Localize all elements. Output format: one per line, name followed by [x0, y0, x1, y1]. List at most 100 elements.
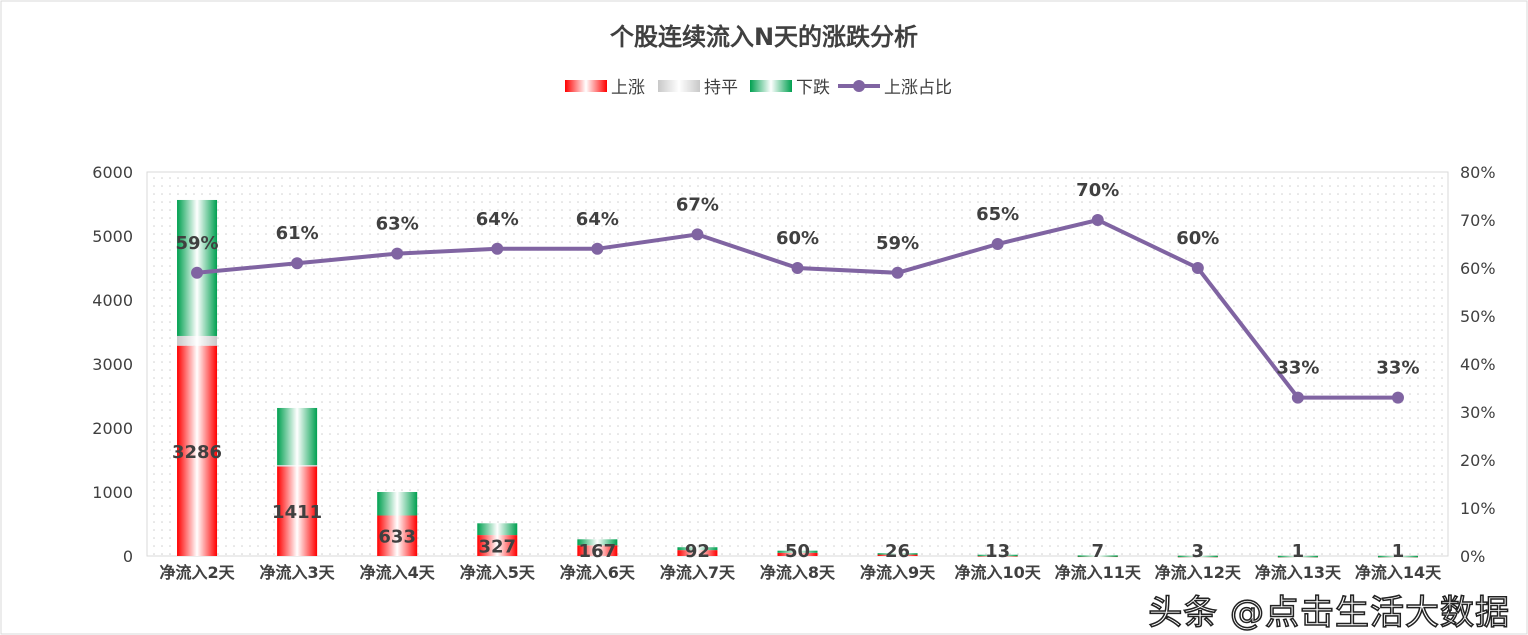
legend-swatch-bar-up — [565, 80, 607, 92]
bar-up-data-label: 1 — [1392, 541, 1405, 562]
bar-up-data-label: 50 — [785, 541, 810, 562]
line-data-label: 61% — [276, 223, 319, 244]
y-tick-label: 3000 — [92, 355, 133, 374]
line-data-label: 33% — [1276, 358, 1319, 379]
bar-up — [277, 465, 318, 556]
legend-label: 上涨占比 — [884, 78, 952, 98]
legend-label: 持平 — [704, 78, 738, 98]
y2-tick-label: 80% — [1460, 163, 1496, 182]
x-tick-label: 净流入9天 — [860, 563, 936, 582]
line-point — [791, 262, 804, 274]
x-tick-label: 净流入13天 — [1255, 563, 1342, 582]
line-data-label: 70% — [1076, 180, 1119, 201]
x-tick-label: 净流入14天 — [1355, 563, 1442, 582]
bar-up — [177, 345, 218, 556]
line-point — [1091, 214, 1104, 226]
bar-up-data-label: 13 — [985, 541, 1010, 562]
watermark: 头条 @点击生活大数据 — [1147, 593, 1510, 633]
legend-swatch-bar-down — [750, 80, 792, 92]
bar-up-data-label: 3286 — [172, 442, 222, 463]
bar-up-data-label: 7 — [1091, 541, 1104, 562]
y2-tick-label: 20% — [1460, 451, 1496, 470]
line-data-label: 67% — [676, 194, 719, 215]
legend-swatch-marker — [853, 80, 865, 92]
y-tick-label: 5000 — [92, 227, 133, 246]
bar-up — [477, 535, 518, 556]
line-data-label: 65% — [976, 204, 1019, 225]
line-point — [191, 266, 204, 279]
line-point — [1291, 391, 1304, 404]
line-data-label: 63% — [376, 214, 419, 235]
y2-tick-label: 70% — [1460, 211, 1496, 230]
legend-label: 上涨 — [611, 78, 645, 98]
line-data-label: 33% — [1376, 358, 1419, 379]
y2-tick-label: 10% — [1460, 499, 1496, 518]
line-data-label: 59% — [876, 233, 919, 254]
legend-label: 下跌 — [796, 78, 830, 98]
line-point — [691, 228, 704, 241]
x-tick-label: 净流入6天 — [560, 563, 636, 582]
bar-up — [577, 545, 618, 556]
line-point — [1191, 262, 1204, 274]
bar-up-data-label: 633 — [378, 527, 416, 548]
bar-up-data-label: 1411 — [272, 502, 322, 523]
bar-up-data-label: 3 — [1192, 541, 1205, 562]
bar-down — [877, 553, 918, 555]
x-tick-label: 净流入12天 — [1155, 563, 1242, 582]
bar-down — [677, 547, 718, 551]
bar-up — [877, 554, 918, 556]
line-point — [391, 247, 404, 260]
bar-down — [777, 550, 818, 553]
line-point — [1391, 391, 1404, 404]
y-tick-label: 6000 — [92, 163, 133, 182]
line-data-label: 60% — [1176, 228, 1219, 249]
bar-up-data-label: 167 — [579, 541, 617, 562]
line-data-label: 64% — [576, 209, 619, 230]
y-tick-label: 2000 — [92, 419, 133, 438]
bar-down — [1077, 555, 1118, 557]
bar-up — [377, 515, 418, 556]
line-point — [291, 257, 304, 270]
bar-up — [777, 552, 818, 556]
y2-tick-label: 30% — [1460, 403, 1496, 422]
bar-down — [477, 523, 518, 536]
y-tick-label: 0 — [123, 547, 133, 566]
bar-up-data-label: 26 — [885, 541, 910, 562]
x-tick-label: 净流入10天 — [955, 563, 1042, 582]
y-tick-label: 4000 — [92, 291, 133, 310]
bar-down — [377, 492, 418, 516]
bar-up-data-label: 1 — [1292, 541, 1305, 562]
legend: 上涨 持平 下跌 上涨占比 — [565, 78, 952, 98]
x-tick-label: 净流入11天 — [1055, 563, 1142, 582]
bar-up — [677, 550, 718, 556]
bar-down — [577, 539, 618, 546]
line-data-label: 64% — [476, 209, 519, 230]
x-tick-label: 净流入8天 — [760, 563, 836, 582]
bar-flat — [277, 465, 318, 467]
y2-tick-label: 0% — [1460, 547, 1485, 566]
bar-down — [1277, 555, 1318, 558]
bar-down — [277, 407, 318, 466]
x-tick-label: 净流入3天 — [260, 563, 336, 582]
bar-up-data-label: 327 — [478, 537, 516, 558]
bar-up-data-label: 92 — [685, 541, 710, 562]
y-tick-label: 1000 — [92, 483, 133, 502]
bar-down — [977, 554, 1018, 557]
bar-flat — [177, 335, 218, 346]
line-point — [591, 242, 604, 255]
y2-tick-label: 50% — [1460, 307, 1496, 326]
bar-down — [1377, 555, 1418, 558]
line-point — [991, 238, 1004, 250]
chart-title: 个股连续流入N天的涨跌分析 — [610, 23, 918, 51]
plot-area — [146, 171, 1449, 557]
line-data-label: 60% — [776, 228, 819, 249]
x-tick-label: 净流入2天 — [159, 563, 235, 582]
legend-swatch-bar-flat — [658, 80, 700, 92]
line-data-label: 59% — [175, 233, 218, 254]
y2-tick-label: 60% — [1460, 259, 1496, 278]
y2-tick-label: 40% — [1460, 355, 1496, 374]
x-tick-label: 净流入4天 — [360, 563, 436, 582]
x-tick-label: 净流入5天 — [460, 563, 536, 582]
